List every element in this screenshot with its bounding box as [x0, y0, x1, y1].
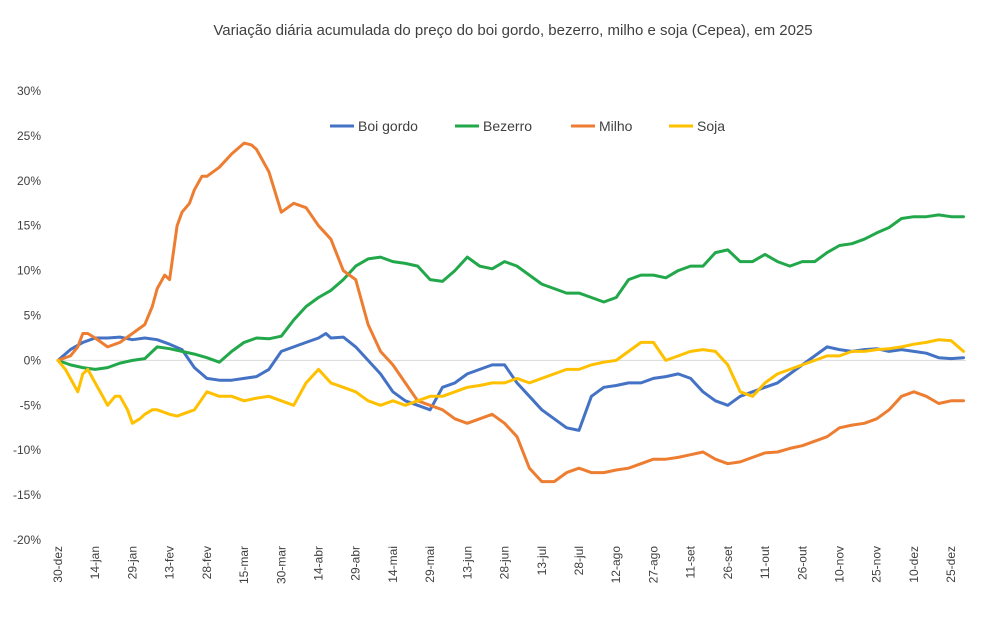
x-tick-label: 14-jan	[88, 546, 102, 579]
x-tick-label: 30-dez	[51, 546, 65, 583]
x-tick-label: 25-nov	[870, 546, 884, 583]
x-tick-label: 14-mai	[386, 546, 400, 583]
legend-label: Bezerro	[483, 118, 532, 134]
x-tick-label: 14-abr	[311, 546, 325, 581]
x-tick-label: 11-out	[758, 545, 772, 579]
x-tick-label: 27-ago	[646, 546, 660, 584]
legend-label: Milho	[599, 118, 633, 134]
y-axis: 30% 25% 20% 15% 10% 5% 0% -5% -10% -15% -20%	[13, 84, 41, 547]
series-line-milho	[56, 141, 965, 484]
y-tick-label: 10%	[17, 264, 41, 278]
x-tick-label: 13-jun	[460, 546, 474, 579]
x-tick-label: 28-jul	[572, 546, 586, 575]
y-tick-label: 25%	[17, 129, 41, 143]
series-line-soja	[56, 338, 965, 425]
x-tick-label: 25-dez	[944, 546, 958, 583]
x-tick-label: 15-mar	[237, 546, 251, 584]
x-axis: 30-dez 14-jan 29-jan 13-fev 28-fev 15-mar 30-m…	[51, 545, 958, 584]
x-tick-label: 13-fev	[163, 546, 177, 579]
x-tick-label: 10-dez	[907, 546, 921, 583]
y-tick-label: -20%	[13, 533, 41, 547]
legend: Boi gordo Bezerro Milho Soja	[330, 118, 725, 134]
series-lines	[56, 141, 965, 484]
y-tick-label: 5%	[24, 309, 42, 323]
y-tick-label: -15%	[13, 488, 41, 502]
y-tick-label: 20%	[17, 174, 41, 188]
legend-label: Boi gordo	[358, 118, 418, 134]
chart-title: Variação diária acumulada do preço do bo…	[213, 22, 812, 39]
y-tick-label: 30%	[17, 84, 41, 98]
x-tick-label: 28-jun	[498, 546, 512, 579]
y-tick-label: 0%	[24, 353, 42, 367]
x-tick-label: 12-ago	[609, 546, 623, 584]
series-line-bezerro	[56, 213, 965, 371]
series-line-boi-gordo	[56, 332, 965, 432]
x-tick-label: 30-mar	[274, 546, 288, 584]
x-tick-label: 26-set	[721, 545, 735, 579]
legend-label: Soja	[697, 118, 725, 134]
y-tick-label: -5%	[20, 398, 42, 412]
y-tick-label: 15%	[17, 219, 41, 233]
x-tick-label: 29-abr	[349, 546, 363, 581]
x-tick-label: 29-mai	[423, 546, 437, 583]
x-tick-label: 11-set	[684, 545, 698, 578]
x-tick-label: 28-fev	[200, 546, 214, 579]
x-tick-label: 26-out	[795, 545, 809, 580]
x-tick-label: 10-nov	[832, 546, 846, 583]
x-tick-label: 29-jan	[125, 546, 139, 579]
x-tick-label: 13-jul	[535, 546, 549, 575]
y-tick-label: -10%	[13, 443, 41, 457]
